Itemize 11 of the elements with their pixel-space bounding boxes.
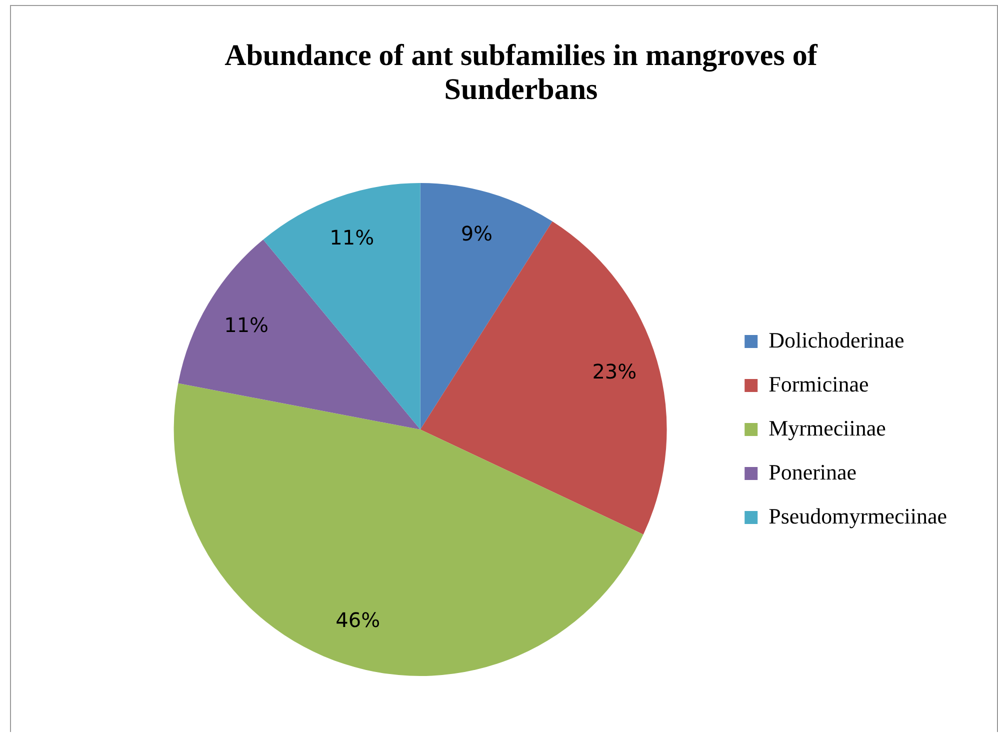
data-label: 23%: [592, 359, 637, 384]
legend-label: Formicinae: [768, 371, 869, 396]
data-label: 11%: [330, 226, 374, 250]
chart-title: Abundance of ant subfamilies in mangroves of Sunderbans: [224, 39, 819, 107]
legend-label: Pseudomyrmeciinae: [768, 503, 948, 528]
data-label: 11%: [224, 312, 269, 337]
data-label: 46%: [336, 608, 380, 632]
data-label: 9%: [460, 222, 493, 246]
legend-label: Dolichoderinae: [768, 327, 904, 352]
legend-label: Myrmeciinae: [768, 415, 886, 440]
legend-label: Ponerinae: [768, 459, 857, 484]
